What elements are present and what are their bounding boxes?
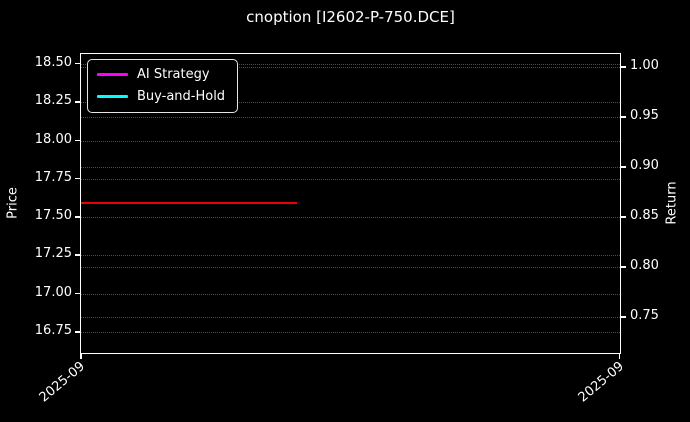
gridline [81, 63, 620, 65]
left-axis-label: Price [5, 187, 21, 219]
chart-title: cnoption [I2602-P-750.DCE] [246, 8, 455, 26]
right-tick-mark [621, 266, 626, 268]
right-tick-label: 0.90 [630, 158, 659, 173]
right-tick-mark [621, 166, 626, 168]
left-tick-label: 18.00 [34, 131, 72, 147]
right-tick-mark [621, 316, 626, 318]
left-tick-mark [75, 292, 80, 295]
price-line [81, 202, 298, 205]
left-tick-label: 17.00 [34, 284, 72, 300]
legend-label: Buy-and-Hold [137, 89, 226, 104]
left-tick-label: 17.50 [34, 208, 72, 224]
left-tick-label: 17.75 [34, 169, 72, 185]
plot-area: AI Strategy Buy-and-Hold [80, 53, 621, 354]
gridline [81, 317, 620, 318]
gridline [81, 217, 620, 218]
gridline [81, 332, 620, 334]
right-tick-label: 0.80 [630, 258, 659, 273]
gridline [81, 178, 620, 180]
gridline [81, 167, 620, 168]
legend: AI Strategy Buy-and-Hold [87, 59, 239, 113]
x-tick-mark [80, 354, 82, 359]
left-tick-mark [75, 331, 80, 333]
left-tick-mark [75, 101, 80, 103]
gridline [81, 102, 620, 104]
x-tick-label: 2025-09 [36, 359, 88, 406]
legend-row: Buy-and-Hold [97, 87, 225, 106]
legend-row: AI Strategy [97, 65, 225, 84]
legend-label: AI Strategy [137, 67, 210, 82]
left-tick-mark [75, 216, 80, 218]
right-tick-mark [621, 66, 626, 68]
gridline [81, 117, 620, 118]
left-tick-mark [75, 177, 80, 180]
right-tick-mark [621, 116, 626, 118]
right-tick-mark [621, 216, 626, 218]
right-tick-label: 1.00 [630, 58, 659, 73]
left-tick-label: 17.25 [34, 246, 72, 262]
legend-swatch [97, 95, 128, 98]
left-tick-mark [75, 254, 80, 256]
right-tick-label: 0.95 [630, 108, 659, 123]
x-tick-label: 2025-09 [575, 359, 627, 406]
left-tick-label: 16.75 [34, 323, 72, 339]
gridline [81, 267, 620, 268]
gridline [81, 67, 620, 68]
gridline [81, 293, 620, 295]
x-tick-mark [618, 354, 621, 359]
left-tick-label: 18.50 [34, 54, 72, 70]
right-axis-label: Return [664, 181, 680, 225]
right-tick-label: 0.85 [630, 208, 659, 223]
gridline [81, 140, 620, 142]
left-tick-mark [75, 139, 80, 142]
right-tick-label: 0.75 [630, 308, 659, 323]
gridline [81, 255, 620, 257]
left-tick-label: 18.25 [34, 93, 72, 109]
legend-swatch [97, 73, 128, 76]
left-tick-mark [75, 62, 80, 65]
